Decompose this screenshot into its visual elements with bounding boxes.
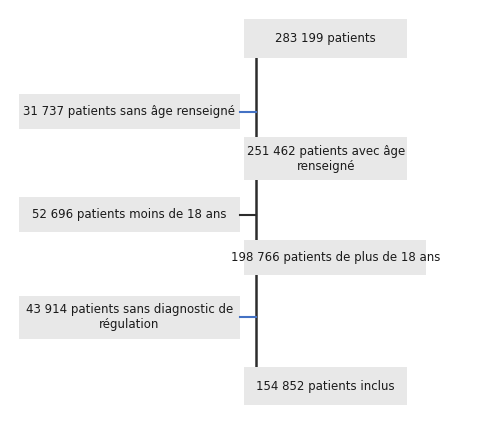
FancyBboxPatch shape <box>244 240 426 275</box>
Text: 31 737 patients sans âge renseigné: 31 737 patients sans âge renseigné <box>23 105 235 118</box>
FancyBboxPatch shape <box>19 296 240 339</box>
FancyBboxPatch shape <box>244 367 407 405</box>
Text: 43 914 patients sans diagnostic de
régulation: 43 914 patients sans diagnostic de régul… <box>26 303 233 332</box>
Text: 154 852 patients inclus: 154 852 patients inclus <box>256 380 395 393</box>
Text: 251 462 patients avec âge
renseigné: 251 462 patients avec âge renseigné <box>247 145 405 173</box>
FancyBboxPatch shape <box>244 19 407 58</box>
FancyBboxPatch shape <box>19 197 240 232</box>
Text: 198 766 patients de plus de 18 ans: 198 766 patients de plus de 18 ans <box>230 251 440 264</box>
FancyBboxPatch shape <box>19 94 240 129</box>
Text: 283 199 patients: 283 199 patients <box>275 32 376 45</box>
FancyBboxPatch shape <box>244 137 407 180</box>
Text: 52 696 patients moins de 18 ans: 52 696 patients moins de 18 ans <box>32 208 227 221</box>
